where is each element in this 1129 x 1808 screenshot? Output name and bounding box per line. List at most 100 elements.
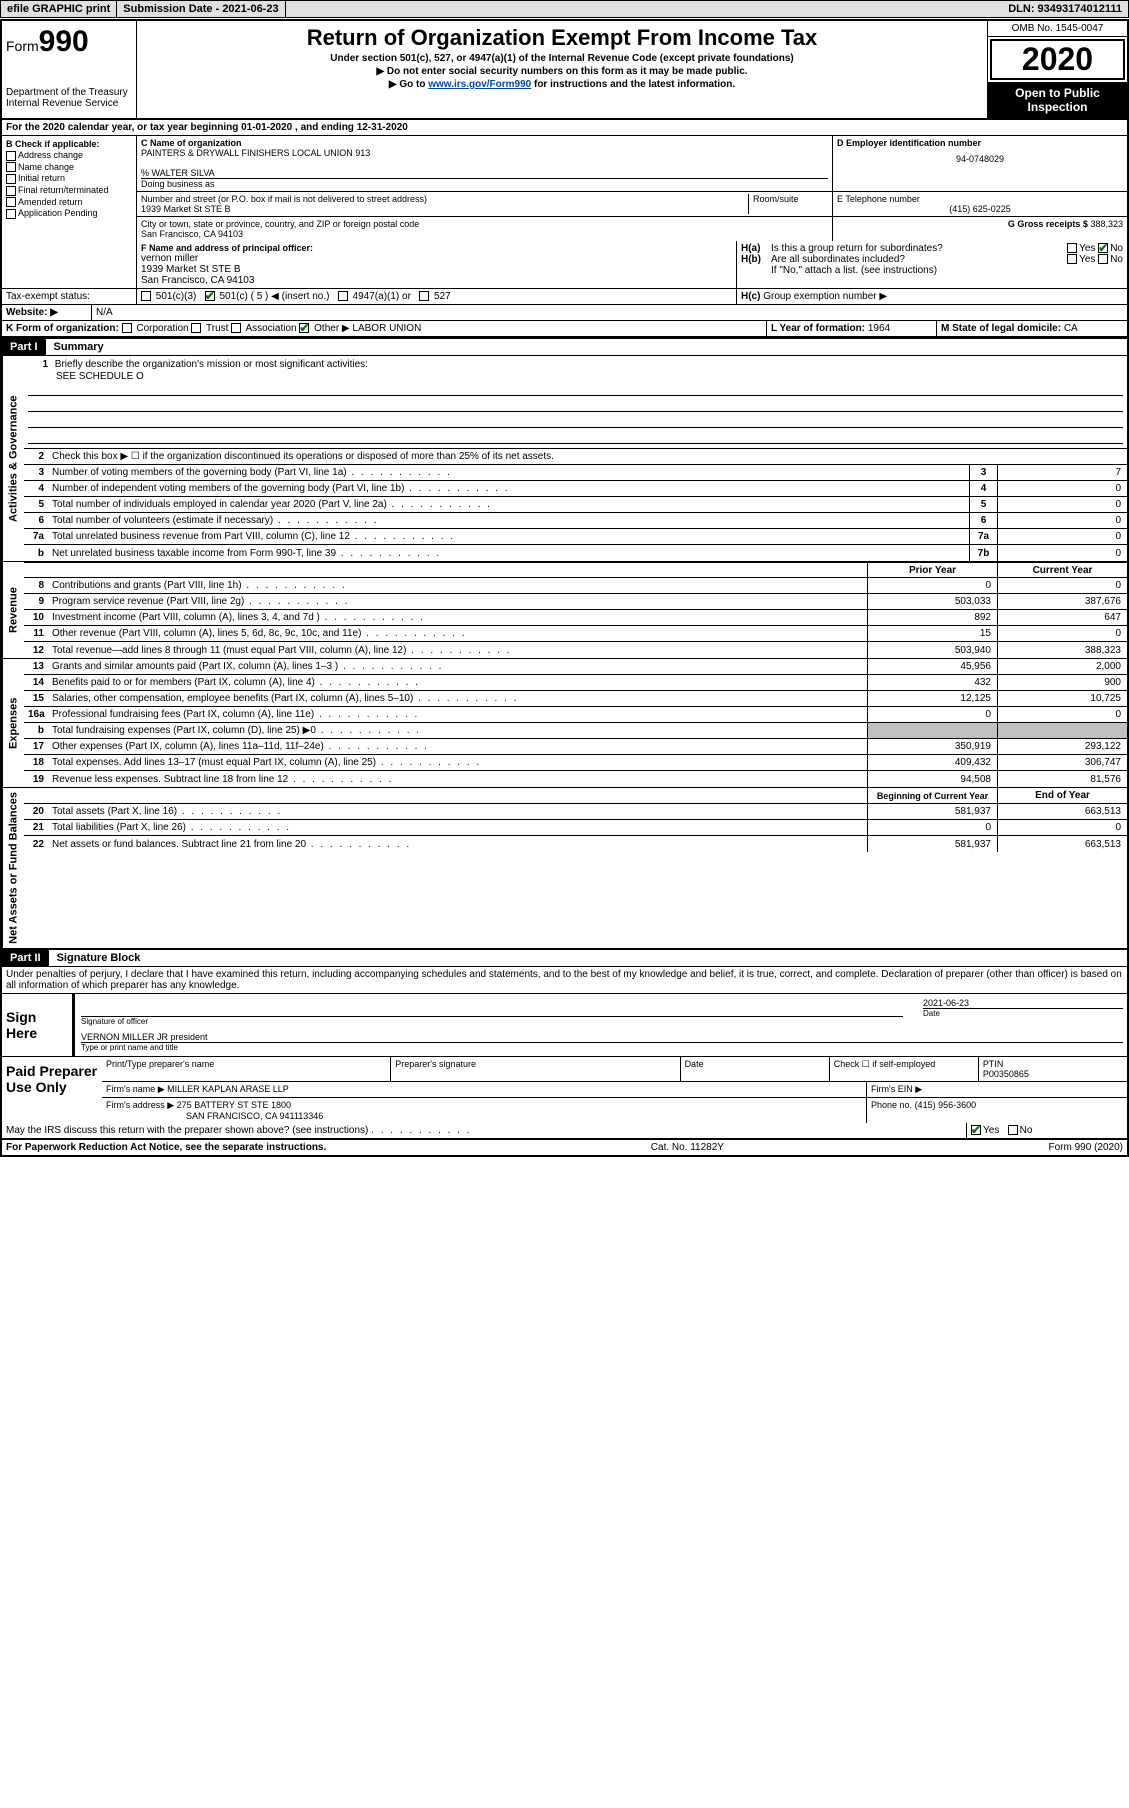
header-left: Form990 Department of the Treasury Inter… xyxy=(2,21,137,118)
chk-501c3[interactable] xyxy=(141,291,151,301)
table-row: 7aTotal unrelated business revenue from … xyxy=(24,529,1127,545)
table-row: 14Benefits paid to or for members (Part … xyxy=(24,675,1127,691)
street-address: 1939 Market St STE B xyxy=(141,204,748,214)
tax-year: 2020 xyxy=(990,39,1125,80)
table-row: 20Total assets (Part X, line 16)581,9376… xyxy=(24,804,1127,820)
row-klm: K Form of organization: Corporation Trus… xyxy=(2,321,1127,337)
part1-header: Part I Summary xyxy=(2,337,1127,356)
gross-receipts: 388,323 xyxy=(1090,219,1123,229)
table-row: 22Net assets or fund balances. Subtract … xyxy=(24,836,1127,852)
firm-addr2: SAN FRANCISCO, CA 941113346 xyxy=(106,1111,323,1121)
year-formation: 1964 xyxy=(868,323,890,334)
table-row: 8Contributions and grants (Part VIII, li… xyxy=(24,578,1127,594)
chk-address[interactable] xyxy=(6,151,16,161)
ssn-note: Do not enter social security numbers on … xyxy=(143,66,981,77)
row-website: Website: ▶ N/A xyxy=(2,305,1127,321)
chk-4947[interactable] xyxy=(338,291,348,301)
chk-final[interactable] xyxy=(6,186,16,196)
firm-name: MILLER KAPLAN ARASE LLP xyxy=(167,1084,289,1094)
footer: For Paperwork Reduction Act Notice, see … xyxy=(2,1139,1127,1155)
table-row: bTotal fundraising expenses (Part IX, co… xyxy=(24,723,1127,739)
table-row: 15Salaries, other compensation, employee… xyxy=(24,691,1127,707)
table-row: 21Total liabilities (Part X, line 26)00 xyxy=(24,820,1127,836)
chk-name[interactable] xyxy=(6,162,16,172)
chk-discuss-no[interactable] xyxy=(1008,1125,1018,1135)
form-header: Form990 Department of the Treasury Inter… xyxy=(2,21,1127,120)
org-name: PAINTERS & DRYWALL FINISHERS LOCAL UNION… xyxy=(141,148,828,158)
discuss-row: May the IRS discuss this return with the… xyxy=(2,1123,1127,1139)
chk-501c[interactable] xyxy=(205,291,215,301)
officer-name: vernon miller xyxy=(141,253,732,264)
table-row: 11Other revenue (Part VIII, column (A), … xyxy=(24,626,1127,642)
firm-phone: (415) 956-3600 xyxy=(915,1100,977,1110)
table-row: 9Program service revenue (Part VIII, lin… xyxy=(24,594,1127,610)
form-number: 990 xyxy=(39,25,89,58)
firm-addr1: 275 BATTERY ST STE 1800 xyxy=(177,1100,291,1110)
chk-assoc[interactable] xyxy=(231,323,241,333)
paid-preparer: Paid Preparer Use Only Print/Type prepar… xyxy=(2,1056,1127,1123)
chk-ha-yes[interactable] xyxy=(1067,243,1077,253)
table-row: 16aProfessional fundraising fees (Part I… xyxy=(24,707,1127,723)
ptin: P00350865 xyxy=(983,1069,1029,1079)
chk-527[interactable] xyxy=(419,291,429,301)
table-row: 18Total expenses. Add lines 13–17 (must … xyxy=(24,755,1127,771)
tab-revenue: Revenue xyxy=(2,562,24,658)
exp-section: Expenses 13Grants and similar amounts pa… xyxy=(2,659,1127,788)
form-title: Return of Organization Exempt From Incom… xyxy=(143,25,981,51)
other-type: LABOR UNION xyxy=(352,323,421,334)
city-state-zip: San Francisco, CA 94103 xyxy=(141,229,828,239)
form-subtitle: Under section 501(c), 527, or 4947(a)(1)… xyxy=(143,53,981,64)
rev-section: Revenue Prior Year Current Year 8Contrib… xyxy=(2,562,1127,659)
chk-trust[interactable] xyxy=(191,323,201,333)
chk-ha-no[interactable] xyxy=(1098,243,1108,253)
table-row: 6Total number of volunteers (estimate if… xyxy=(24,513,1127,529)
header-mid: Return of Organization Exempt From Incom… xyxy=(137,21,987,118)
chk-amended[interactable] xyxy=(6,197,16,207)
omb-number: OMB No. 1545-0047 xyxy=(988,21,1127,37)
telephone: (415) 625-0225 xyxy=(837,204,1123,214)
ein: 94-0748029 xyxy=(837,154,1123,164)
form990-link[interactable]: www.irs.gov/Form990 xyxy=(428,79,531,90)
chk-hb-no[interactable] xyxy=(1098,254,1108,264)
box-deg: D Employer identification number 94-0748… xyxy=(832,136,1127,241)
submission-date: Submission Date - 2021-06-23 xyxy=(117,1,285,17)
chk-corp[interactable] xyxy=(122,323,132,333)
table-row: 10Investment income (Part VIII, column (… xyxy=(24,610,1127,626)
dln: DLN: 93493174012111 xyxy=(1002,1,1128,17)
efile-label: efile GRAPHIC print xyxy=(1,1,117,17)
chk-other[interactable] xyxy=(299,323,309,333)
table-row: 17Other expenses (Part IX, column (A), l… xyxy=(24,739,1127,755)
officer-signed: VERNON MILLER JR president xyxy=(81,1032,1123,1042)
net-section: Net Assets or Fund Balances Beginning of… xyxy=(2,788,1127,950)
table-row: bNet unrelated business taxable income f… xyxy=(24,545,1127,561)
chk-pending[interactable] xyxy=(6,209,16,219)
row-tax-exempt: Tax-exempt status: 501(c)(3) 501(c) ( 5 … xyxy=(2,289,1127,305)
section-bcdefg: B Check if applicable: Address change Na… xyxy=(2,136,1127,241)
chk-hb-yes[interactable] xyxy=(1067,254,1077,264)
form-word: Form xyxy=(6,38,39,54)
goto-note: Go to www.irs.gov/Form990 for instructio… xyxy=(143,79,981,90)
form-990: Form990 Department of the Treasury Inter… xyxy=(0,19,1129,1157)
mission: SEE SCHEDULE O xyxy=(28,371,1123,382)
line-a: For the 2020 calendar year, or tax year … xyxy=(2,120,1127,136)
irs-label: Internal Revenue Service xyxy=(6,98,132,109)
tab-expenses: Expenses xyxy=(2,659,24,787)
table-row: 12Total revenue—add lines 8 through 11 (… xyxy=(24,642,1127,658)
row-fh: F Name and address of principal officer:… xyxy=(2,241,1127,289)
part2-header: Part II Signature Block xyxy=(2,950,1127,967)
open-inspection: Open to PublicInspection xyxy=(988,82,1127,118)
gov-section: Activities & Governance 1 Briefly descri… xyxy=(2,356,1127,562)
table-row: 4Number of independent voting members of… xyxy=(24,481,1127,497)
header-right: OMB No. 1545-0047 2020 Open to PublicIns… xyxy=(987,21,1127,118)
perjury-declaration: Under penalties of perjury, I declare th… xyxy=(2,967,1127,993)
chk-discuss-yes[interactable] xyxy=(971,1125,981,1135)
tab-governance: Activities & Governance xyxy=(2,356,24,561)
officer-addr1: 1939 Market St STE B xyxy=(141,264,732,275)
chk-initial[interactable] xyxy=(6,174,16,184)
table-row: 13Grants and similar amounts paid (Part … xyxy=(24,659,1127,675)
table-row: 5Total number of individuals employed in… xyxy=(24,497,1127,513)
tab-net-assets: Net Assets or Fund Balances xyxy=(2,788,24,948)
sign-here: Sign Here Signature of officer 2021-06-2… xyxy=(2,993,1127,1056)
box-b: B Check if applicable: Address change Na… xyxy=(2,136,137,241)
topbar: efile GRAPHIC print Submission Date - 20… xyxy=(0,0,1129,18)
